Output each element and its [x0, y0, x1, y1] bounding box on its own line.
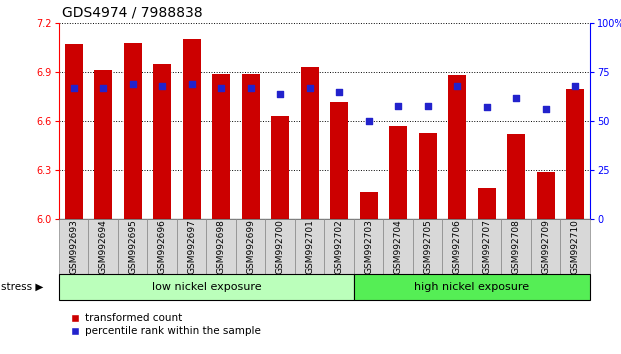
Bar	[212, 74, 230, 219]
Text: stress ▶: stress ▶	[1, 282, 43, 292]
Bar	[389, 126, 407, 219]
Point	[541, 107, 551, 112]
Text: GSM992710: GSM992710	[571, 219, 579, 274]
Bar	[360, 192, 378, 219]
Text: GSM992698: GSM992698	[217, 219, 225, 274]
Bar	[183, 39, 201, 219]
Text: GSM992708: GSM992708	[512, 219, 520, 274]
Text: GSM992696: GSM992696	[158, 219, 166, 274]
Bar	[65, 44, 83, 219]
Text: GSM992700: GSM992700	[276, 219, 284, 274]
Point	[452, 83, 462, 89]
Point	[98, 85, 108, 91]
Bar	[242, 74, 260, 219]
Bar	[478, 188, 496, 219]
Text: GSM992695: GSM992695	[129, 219, 137, 274]
Bar	[419, 133, 437, 219]
Text: high nickel exposure: high nickel exposure	[414, 282, 530, 292]
Text: GSM992694: GSM992694	[99, 219, 107, 274]
Point	[334, 89, 344, 95]
Point	[246, 85, 256, 91]
Text: GDS4974 / 7988838: GDS4974 / 7988838	[62, 5, 202, 19]
Bar	[124, 43, 142, 219]
Text: GSM992706: GSM992706	[453, 219, 461, 274]
Text: GSM992703: GSM992703	[365, 219, 373, 274]
Bar	[566, 88, 584, 219]
Point	[157, 83, 167, 89]
Legend: transformed count, percentile rank within the sample: transformed count, percentile rank withi…	[64, 309, 265, 341]
Bar	[271, 116, 289, 219]
Point	[511, 95, 521, 101]
Bar	[537, 172, 555, 219]
Point	[570, 83, 580, 89]
Point	[305, 85, 315, 91]
Point	[423, 103, 433, 108]
Text: GSM992704: GSM992704	[394, 219, 402, 274]
Point	[393, 103, 403, 108]
Bar	[153, 64, 171, 219]
Point	[216, 85, 226, 91]
Text: GSM992697: GSM992697	[188, 219, 196, 274]
Bar	[448, 75, 466, 219]
Text: GSM992693: GSM992693	[70, 219, 78, 274]
Text: GSM992705: GSM992705	[424, 219, 432, 274]
Point	[69, 85, 79, 91]
Text: GSM992709: GSM992709	[542, 219, 550, 274]
Text: GSM992707: GSM992707	[483, 219, 491, 274]
Bar	[301, 67, 319, 219]
Text: GSM992702: GSM992702	[335, 219, 343, 274]
Text: GSM992699: GSM992699	[247, 219, 255, 274]
Point	[187, 81, 197, 87]
Bar	[330, 102, 348, 219]
Point	[128, 81, 138, 87]
Bar	[507, 135, 525, 219]
Point	[275, 91, 285, 97]
Text: GSM992701: GSM992701	[306, 219, 314, 274]
Point	[364, 119, 374, 124]
Text: low nickel exposure: low nickel exposure	[152, 282, 261, 292]
Point	[482, 105, 492, 110]
Bar	[94, 70, 112, 219]
